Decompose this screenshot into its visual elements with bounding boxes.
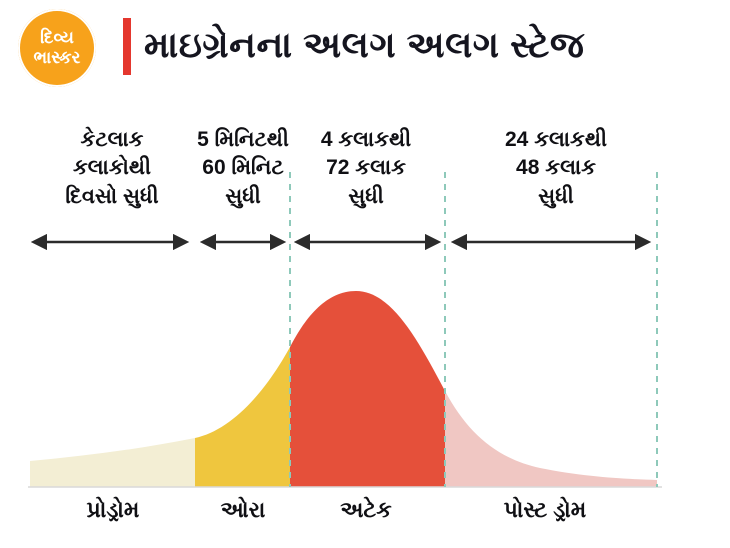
- area-postdrome: [445, 391, 657, 487]
- logo-line2: ભાસ્કર: [33, 48, 81, 67]
- page-title: માઇગ્રેનના અલગ અલગ સ્ટેજ: [144, 24, 585, 65]
- area-prodrome: [30, 438, 195, 487]
- divya-bhaskar-logo: દિવ્ય ભાસ્કર: [18, 9, 96, 87]
- duration-label-attack: 4 કલાકથી 72 કલાક સુધી: [320, 128, 412, 208]
- stage-label-attack: અટેક: [340, 497, 392, 522]
- stage-label-prodrome: પ્રોડ્રોમ: [86, 497, 140, 522]
- duration-label-prodrome: કેટલાક કલાકોથી દિવસો સુધી: [65, 128, 159, 208]
- duration-label-aura: 5 મિનિટથી 60 મિનિટ સુધી: [197, 128, 289, 208]
- duration-label-postdrome: 24 કલાકથી 48 કલાક સુધી: [505, 128, 607, 208]
- stage-label-aura: ઓરા: [220, 497, 266, 522]
- header: દિવ્ય ભાસ્કર માઇગ્રેનના અલગ અલગ સ્ટેજ: [0, 0, 730, 100]
- title-accent-bar: [123, 18, 131, 75]
- logo-line1: દિવ્ય: [40, 28, 74, 48]
- area-attack: [290, 291, 445, 487]
- area-aura: [195, 347, 290, 487]
- stage-label-postdrome: પોસ્ટ ડ્રોમ: [503, 497, 587, 522]
